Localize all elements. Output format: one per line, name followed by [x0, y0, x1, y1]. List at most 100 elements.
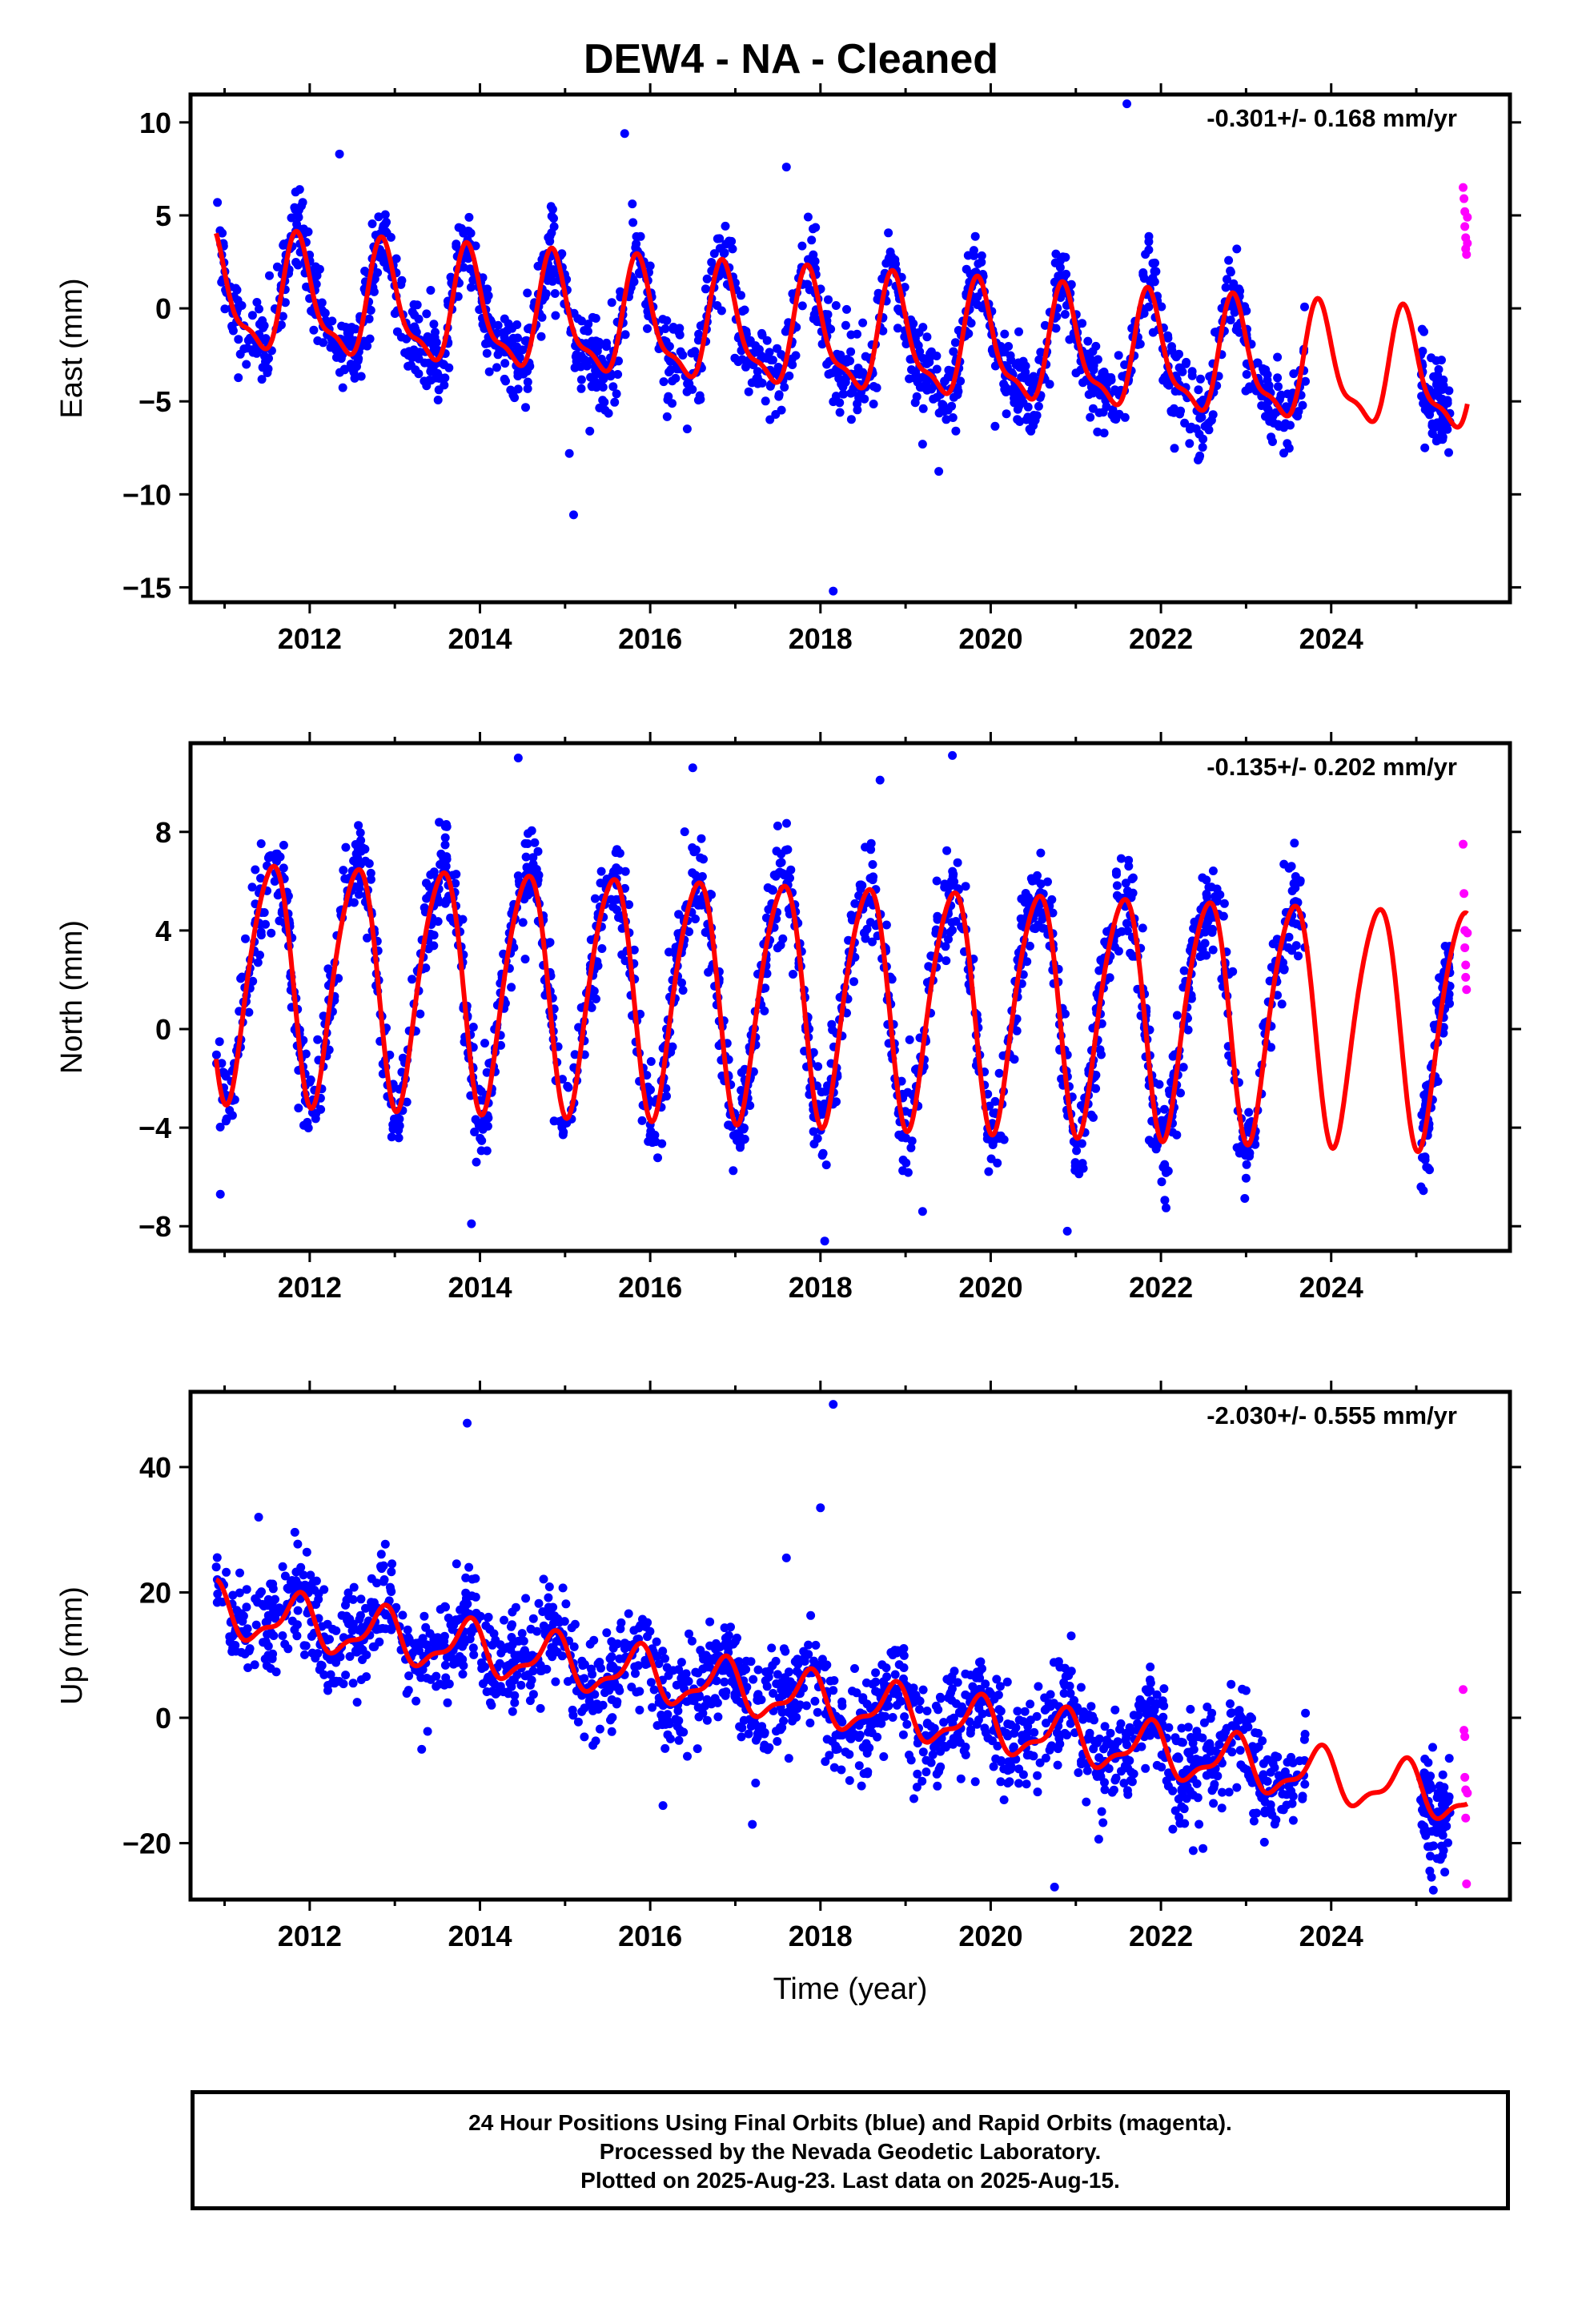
final-orbit-point [995, 1682, 1005, 1691]
final-orbit-point [644, 1136, 653, 1146]
final-orbit-point [360, 267, 370, 275]
x-tick-label: 2020 [958, 622, 1022, 655]
final-orbit-point [612, 845, 622, 854]
final-orbit-point [678, 351, 688, 360]
final-orbit-point [811, 315, 821, 324]
y-axis-label: East (mm) [55, 278, 89, 418]
final-orbit-point [845, 1750, 854, 1759]
final-orbit-point [279, 863, 288, 873]
final-orbit-point [636, 231, 645, 241]
final-orbit-point [1199, 1718, 1209, 1727]
final-orbit-point [320, 308, 329, 318]
final-orbit-point [1062, 269, 1071, 279]
final-orbit-point [620, 129, 629, 139]
final-orbit-point [905, 1035, 914, 1044]
final-orbit-point [1010, 393, 1019, 403]
x-tick-label: 2014 [448, 622, 512, 655]
final-orbit-point [913, 341, 923, 350]
final-orbit-point [1003, 1719, 1013, 1729]
final-orbit-point [627, 1683, 636, 1692]
final-orbit-point [1259, 1759, 1268, 1768]
final-orbit-point [459, 263, 468, 272]
final-orbit-point [1431, 422, 1440, 432]
final-orbit-point [941, 942, 950, 951]
final-orbit-point [1259, 1837, 1269, 1847]
final-orbit-point [1091, 341, 1101, 351]
final-orbit-point [1279, 448, 1288, 458]
final-orbit-point [417, 1744, 427, 1754]
final-orbit-point [256, 927, 266, 937]
final-orbit-point [651, 1137, 661, 1147]
final-orbit-point [741, 327, 751, 336]
final-orbit-point [1105, 973, 1114, 983]
final-orbit-point [888, 1713, 897, 1722]
final-orbit-point [914, 328, 924, 337]
final-orbit-point [414, 369, 424, 379]
final-orbit-point [977, 251, 986, 260]
y-tick-label: 0 [155, 292, 171, 325]
final-orbit-point [614, 356, 623, 366]
final-orbit-point [837, 1697, 847, 1707]
final-orbit-point [1052, 1728, 1062, 1738]
final-orbit-point [1150, 258, 1159, 267]
final-orbit-point [236, 974, 246, 983]
final-orbit-point [890, 1670, 900, 1679]
final-orbit-point [897, 1076, 906, 1086]
final-orbit-point [714, 1642, 724, 1652]
final-orbit-point [1444, 386, 1454, 396]
final-orbit-point [1423, 1164, 1433, 1172]
final-orbit-point [1227, 1679, 1236, 1689]
final-orbit-point [1235, 1148, 1244, 1158]
final-orbit-point [508, 1707, 517, 1716]
final-orbit-point [948, 926, 957, 935]
final-orbit-point [1224, 255, 1234, 265]
final-orbit-point [1161, 1168, 1170, 1177]
final-orbit-point [1159, 1684, 1169, 1694]
final-orbit-point [863, 1767, 873, 1776]
final-orbit-point [470, 1128, 480, 1136]
final-orbit-point [1088, 404, 1098, 413]
final-orbit-point [1083, 336, 1093, 346]
final-orbit-point [1172, 1011, 1182, 1020]
final-orbit-point [1276, 391, 1286, 400]
final-orbit-point [582, 361, 592, 371]
final-orbit-point [1097, 1050, 1106, 1059]
final-orbit-point [534, 1598, 544, 1608]
final-orbit-point [1106, 376, 1116, 385]
final-orbit-point [663, 395, 673, 404]
final-orbit-point [1429, 372, 1439, 381]
x-tick-label: 2016 [618, 1271, 682, 1304]
final-orbit-point [806, 1610, 816, 1620]
rapid-orbit-point [1460, 194, 1469, 203]
final-orbit-point [351, 840, 360, 849]
final-orbit-point [761, 396, 770, 406]
final-orbit-point [1226, 1699, 1235, 1708]
final-orbit-point [674, 1735, 684, 1745]
final-orbit-point [1084, 390, 1094, 400]
final-orbit-point [1054, 1657, 1063, 1667]
final-orbit-point [429, 867, 439, 877]
final-orbit-point [776, 940, 785, 950]
final-orbit-point [1026, 1715, 1035, 1725]
final-orbit-point [536, 1703, 545, 1713]
final-orbit-point [835, 408, 845, 417]
final-orbit-point [936, 1694, 946, 1703]
final-orbit-point [607, 1637, 616, 1647]
final-orbit-point [310, 1586, 319, 1594]
final-orbit-point [598, 383, 608, 392]
final-orbit-point [866, 845, 876, 854]
final-orbit-point [777, 850, 786, 858]
final-orbit-point [646, 1127, 656, 1136]
final-orbit-point [1300, 1779, 1310, 1789]
final-orbit-point [311, 262, 320, 271]
final-orbit-point [678, 986, 688, 995]
final-orbit-point [1022, 1779, 1031, 1789]
final-orbit-point [922, 359, 932, 368]
final-orbit-point [518, 366, 528, 376]
final-orbit-point [521, 852, 531, 862]
final-orbit-point [1434, 364, 1443, 374]
final-orbit-point [915, 1705, 924, 1714]
final-orbit-point [220, 304, 230, 314]
final-orbit-point [677, 978, 686, 987]
final-orbit-point [307, 306, 316, 316]
